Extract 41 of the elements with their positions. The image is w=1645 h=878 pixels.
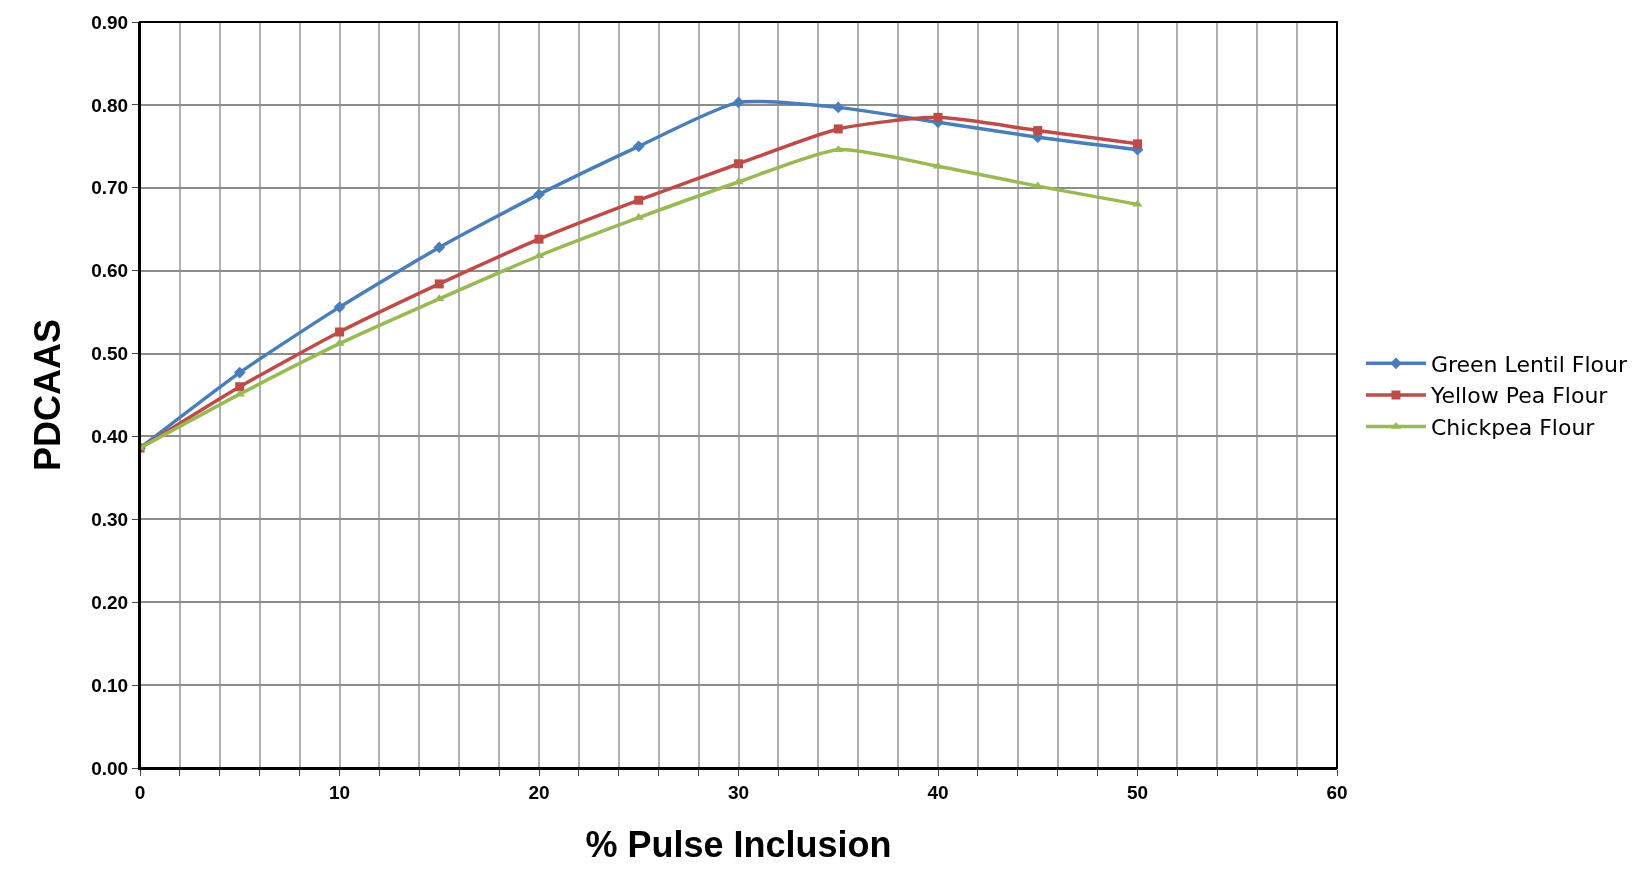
point bbox=[732, 96, 745, 109]
legend-label: Yellow Pea Flour bbox=[1429, 383, 1609, 409]
y-tick-label: 0.10 bbox=[91, 674, 129, 696]
y-tick-label: 0.70 bbox=[91, 177, 129, 199]
x-tick-label: 0 bbox=[134, 781, 146, 803]
point bbox=[433, 241, 446, 254]
x-tick-label: 10 bbox=[328, 781, 351, 803]
legend-label: Green Lentil Flour bbox=[1430, 351, 1628, 377]
x-tick-label: 40 bbox=[927, 781, 949, 803]
point bbox=[933, 112, 943, 122]
point bbox=[335, 327, 344, 337]
x-tick-label: 20 bbox=[528, 781, 550, 803]
x-axis-title: % Pulse Inclusion bbox=[585, 824, 892, 865]
x-tick-label: 30 bbox=[727, 781, 750, 803]
point bbox=[833, 124, 843, 134]
point bbox=[634, 195, 644, 205]
point bbox=[632, 140, 645, 153]
y-tick-label: 0.30 bbox=[91, 508, 129, 530]
point bbox=[1132, 199, 1143, 207]
x-tick-label: 60 bbox=[1326, 781, 1348, 803]
point bbox=[1133, 139, 1142, 149]
point bbox=[832, 101, 845, 114]
point bbox=[1033, 126, 1043, 136]
point bbox=[434, 294, 445, 302]
y-tick-label: 0.20 bbox=[91, 591, 129, 613]
point bbox=[734, 159, 743, 169]
y-tick-label: 0.90 bbox=[91, 11, 129, 33]
x-tick-label: 50 bbox=[1126, 781, 1149, 803]
legend-label: Chickpea Flour bbox=[1430, 415, 1596, 441]
point bbox=[235, 382, 245, 392]
point bbox=[533, 188, 545, 201]
y-tick-label: 0.60 bbox=[91, 260, 129, 282]
point bbox=[333, 301, 346, 313]
y-tick-label: 0.40 bbox=[91, 426, 129, 448]
y-tick-label: 0.00 bbox=[91, 757, 129, 779]
y-tick-label: 0.50 bbox=[91, 343, 129, 365]
point bbox=[434, 279, 444, 289]
y-axis-title: PDCAAS bbox=[26, 318, 68, 472]
point bbox=[233, 366, 246, 379]
y-tick-label: 0.80 bbox=[91, 94, 129, 116]
point bbox=[534, 234, 544, 244]
